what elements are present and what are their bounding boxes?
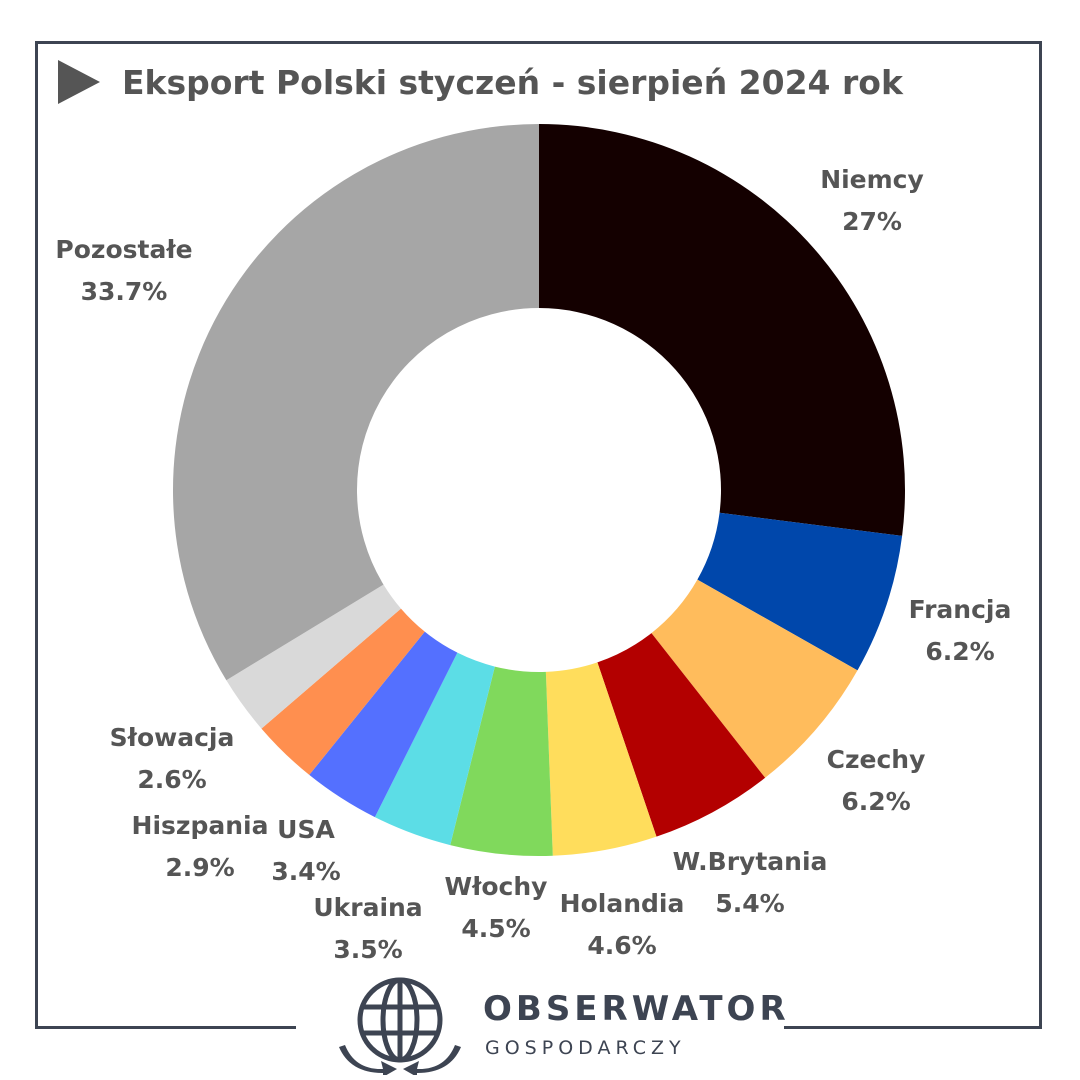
slice-value-label: 2.9% bbox=[165, 853, 234, 882]
slice-value-label: 5.4% bbox=[715, 889, 784, 918]
globe-arrows-icon bbox=[339, 977, 461, 1075]
slice-słowacja bbox=[226, 584, 401, 729]
slice-label: Hiszpania bbox=[132, 811, 269, 840]
slice-label: Słowacja bbox=[110, 723, 235, 752]
slice-hiszpania bbox=[261, 608, 425, 775]
title-row: Eksport Polski styczeń - sierpień 2024 r… bbox=[58, 52, 903, 112]
slice-włochy bbox=[450, 666, 553, 856]
slice-czechy bbox=[651, 579, 858, 778]
chart-title: Eksport Polski styczeń - sierpień 2024 r… bbox=[122, 62, 903, 102]
slice-label: Ukraina bbox=[313, 893, 422, 922]
slice-label: W.Brytania bbox=[673, 847, 828, 876]
slice-value-label: 27% bbox=[842, 207, 902, 236]
brand-logo: OBSERWATOR GOSPODARCZY bbox=[335, 965, 805, 1075]
slice-pozostałe bbox=[173, 124, 539, 681]
slice-value-label: 6.2% bbox=[841, 787, 910, 816]
slice-label: USA bbox=[277, 815, 335, 844]
slice-label: Holandia bbox=[560, 889, 685, 918]
slice-value-label: 6.2% bbox=[925, 637, 994, 666]
play-arrow-icon bbox=[58, 60, 100, 104]
labels-group: Niemcy 27% Francja 6.2% Czechy 6.2% W.Brytania… bbox=[55, 165, 1011, 964]
slice-label: Pozostałe bbox=[55, 235, 192, 264]
slice-francja bbox=[697, 512, 903, 671]
slice-usa bbox=[309, 631, 458, 818]
slice-ukraina bbox=[374, 652, 495, 846]
slice-value-label: 4.6% bbox=[587, 931, 656, 960]
slice-holandia bbox=[545, 662, 657, 856]
slices-group bbox=[173, 124, 905, 856]
brand-name: OBSERWATOR bbox=[483, 989, 790, 1029]
slice-value-label: 2.6% bbox=[137, 765, 206, 794]
brand-subtitle: GOSPODARCZY bbox=[485, 1037, 686, 1059]
slice-label: Francja bbox=[909, 595, 1012, 624]
slice-w-brytania bbox=[597, 633, 766, 837]
slice-label: Włochy bbox=[445, 872, 548, 901]
slice-niemcy bbox=[539, 124, 905, 536]
slice-value-label: 4.5% bbox=[461, 914, 530, 943]
slice-value-label: 33.7% bbox=[81, 277, 168, 306]
slice-value-label: 3.4% bbox=[271, 857, 340, 886]
slice-label: Czechy bbox=[827, 745, 926, 774]
slice-value-label: 3.5% bbox=[333, 935, 402, 964]
slice-label: Niemcy bbox=[820, 165, 924, 194]
